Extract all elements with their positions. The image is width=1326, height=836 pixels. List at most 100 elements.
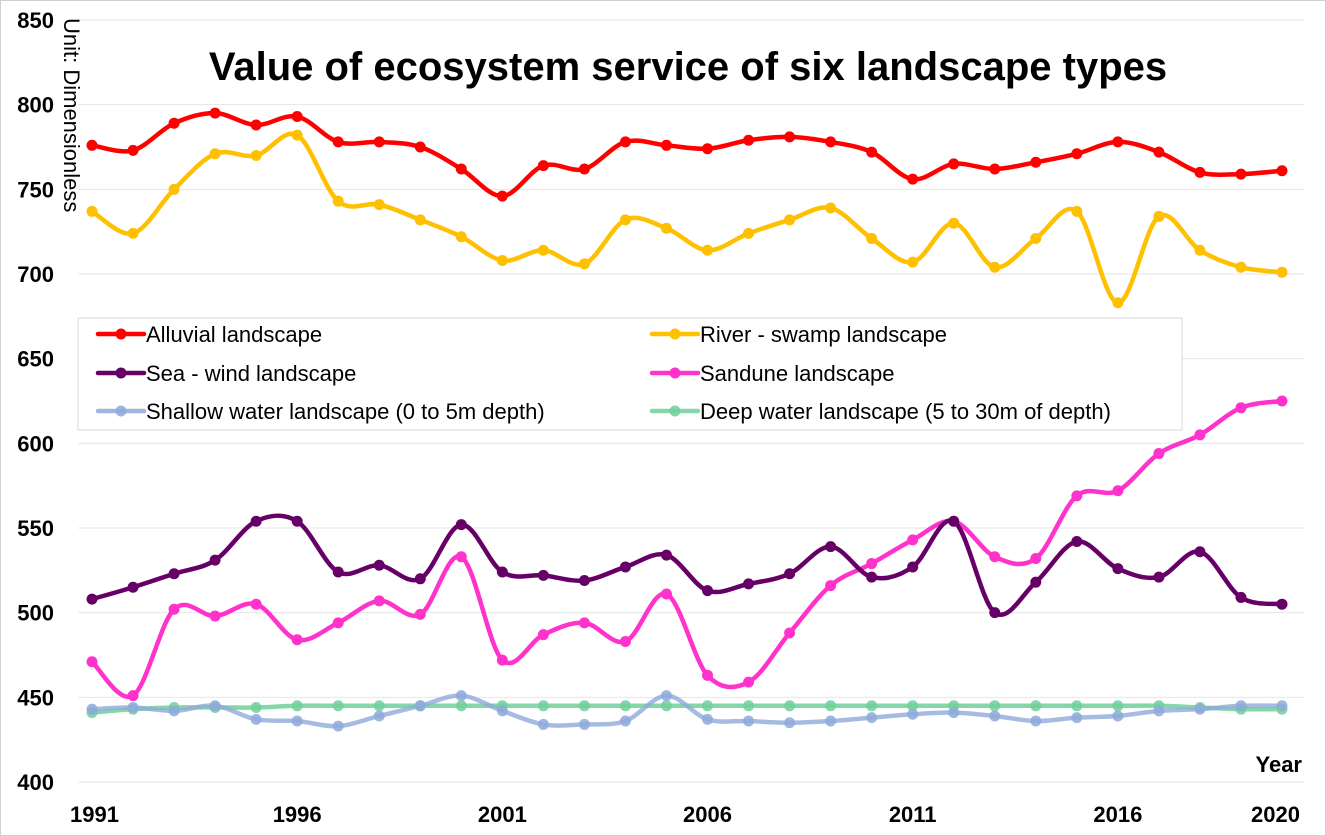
data-point [127, 581, 139, 593]
data-point [455, 690, 467, 702]
series-line [89, 513, 1285, 617]
data-point [291, 715, 303, 727]
data-point [619, 136, 631, 148]
data-point [1071, 490, 1083, 502]
data-point [455, 551, 467, 563]
data-point [168, 705, 180, 717]
data-point [1276, 266, 1288, 278]
data-point [496, 654, 508, 666]
data-point [209, 148, 221, 160]
legend-item: Sandune landscape [649, 361, 895, 386]
data-point [1030, 700, 1042, 712]
data-point [825, 700, 837, 712]
data-point [948, 158, 960, 170]
data-point [537, 569, 549, 581]
data-point [825, 580, 837, 592]
data-point [866, 232, 878, 244]
data-point [1071, 205, 1083, 217]
legend-label: Alluvial landscape [146, 322, 322, 347]
data-point [619, 700, 631, 712]
data-point [1112, 136, 1124, 148]
data-point [1235, 591, 1247, 603]
data-point [209, 700, 221, 712]
y-tick-label: 450 [17, 685, 54, 710]
data-point [989, 710, 1001, 722]
data-point [907, 700, 919, 712]
data-point [948, 515, 960, 527]
data-point [784, 627, 796, 639]
data-point [825, 202, 837, 214]
data-point [127, 144, 139, 156]
data-point [1235, 700, 1247, 712]
data-point [702, 585, 714, 597]
data-point [168, 568, 180, 580]
data-point [660, 690, 672, 702]
y-tick-label: 600 [17, 431, 54, 456]
data-point [250, 515, 262, 527]
data-point [660, 549, 672, 561]
data-point [291, 129, 303, 141]
data-point [1030, 156, 1042, 168]
data-point [660, 700, 672, 712]
series-line [89, 110, 1285, 199]
data-point [989, 607, 1001, 619]
data-point [414, 214, 426, 226]
data-point [1153, 705, 1165, 717]
data-point [496, 190, 508, 202]
y-tick-label: 800 [17, 93, 54, 118]
data-point [1235, 402, 1247, 414]
data-point [1235, 261, 1247, 273]
data-point [743, 700, 755, 712]
y-tick-label: 700 [17, 262, 54, 287]
legend-marker [115, 405, 127, 417]
data-point [332, 195, 344, 207]
data-point [455, 700, 467, 712]
data-point [1276, 165, 1288, 177]
data-point [1071, 148, 1083, 160]
data-point [660, 588, 672, 600]
data-point [702, 713, 714, 725]
data-point [373, 199, 385, 211]
data-point [907, 534, 919, 546]
data-point [619, 635, 631, 647]
legend-label: Deep water landscape (5 to 30m of depth) [700, 399, 1111, 424]
data-point [1194, 166, 1206, 178]
data-point [1235, 168, 1247, 180]
data-point [1153, 146, 1165, 158]
data-point [1153, 210, 1165, 222]
legend-marker [115, 328, 127, 340]
data-point [866, 700, 878, 712]
data-point [784, 214, 796, 226]
data-point [1071, 700, 1083, 712]
data-point [1153, 447, 1165, 459]
data-point [578, 718, 590, 730]
data-point [414, 608, 426, 620]
data-point [743, 227, 755, 239]
data-point [455, 519, 467, 531]
data-point [825, 136, 837, 148]
data-point [537, 700, 549, 712]
data-point [1112, 563, 1124, 575]
legend: Alluvial landscape River - swamp landscap… [77, 317, 1183, 431]
data-point [619, 214, 631, 226]
legend-label: River - swamp landscape [700, 322, 947, 347]
data-point [1194, 703, 1206, 715]
data-point [537, 244, 549, 256]
data-point [537, 160, 549, 172]
data-point [455, 163, 467, 175]
series-line [89, 131, 1285, 306]
data-point [168, 183, 180, 195]
data-point [1276, 395, 1288, 407]
data-point [209, 107, 221, 119]
legend-marker [115, 367, 127, 379]
data-point [86, 593, 98, 605]
data-point [578, 163, 590, 175]
data-point [250, 701, 262, 713]
data-point [784, 700, 796, 712]
x-tick-label: 2011 [889, 802, 937, 827]
data-point [1112, 485, 1124, 497]
data-point [907, 561, 919, 573]
data-point [825, 541, 837, 553]
data-point [250, 119, 262, 131]
